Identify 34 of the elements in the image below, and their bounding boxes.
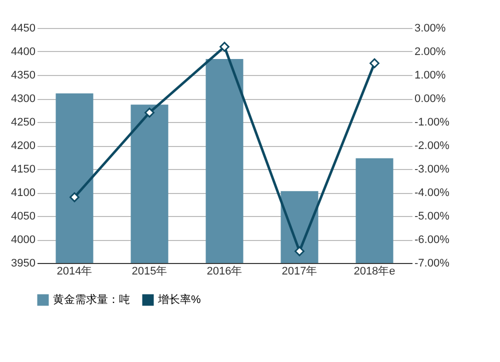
y-tick-label: 4100 (11, 187, 36, 199)
point (144, 108, 154, 118)
y-tick-label: 4200 (11, 140, 36, 152)
point (370, 58, 380, 68)
y2-tick-label: 2.00% (414, 46, 446, 58)
y2-tick-label: 3.00% (414, 22, 446, 34)
point (294, 246, 304, 256)
y-tick-label: 4400 (11, 46, 36, 58)
y-tick-label: 3950 (11, 258, 36, 270)
y2-tick-label: -2.00% (414, 140, 450, 152)
x-tick-label: 2016年 (206, 266, 242, 278)
x-tick-label: 2018年e (354, 266, 396, 278)
y2-tick-label: -3.00% (414, 164, 450, 176)
y2-tick-label: -5.00% (414, 210, 450, 222)
y-tick-label: 4250 (11, 116, 36, 128)
x-tick-label: 2017年 (282, 266, 318, 278)
y2-tick-label: -7.00% (414, 258, 450, 270)
y-tick-label: 4450 (11, 22, 36, 34)
x-tick-label: 2015年 (132, 266, 168, 278)
y2-tick-label: -1.00% (414, 116, 450, 128)
y-tick-label: 4350 (11, 70, 36, 82)
legend-label: 黄金需求量：吨 (53, 293, 130, 306)
y2-tick-label: 0.00% (414, 93, 446, 105)
point (220, 42, 230, 52)
x-tick-label: 2014年 (56, 266, 92, 278)
y-tick-label: 4150 (11, 164, 36, 176)
y2-tick-label: -4.00% (414, 187, 450, 199)
y-tick-label: 4050 (11, 210, 36, 222)
legend-label: 增长率% (157, 293, 201, 306)
y2-tick-label: -6.00% (414, 234, 450, 246)
y2-tick-label: 1.00% (414, 70, 446, 82)
point (70, 192, 80, 202)
y-tick-label: 4000 (11, 234, 36, 246)
y-tick-label: 4300 (11, 93, 36, 105)
